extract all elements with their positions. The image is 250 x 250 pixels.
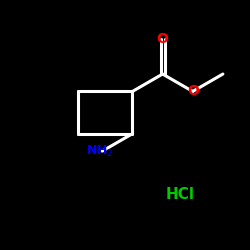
Text: O: O [187,84,199,98]
Text: O: O [157,32,168,46]
Text: HCl: HCl [165,187,194,202]
Text: NH$_2$: NH$_2$ [86,144,114,159]
